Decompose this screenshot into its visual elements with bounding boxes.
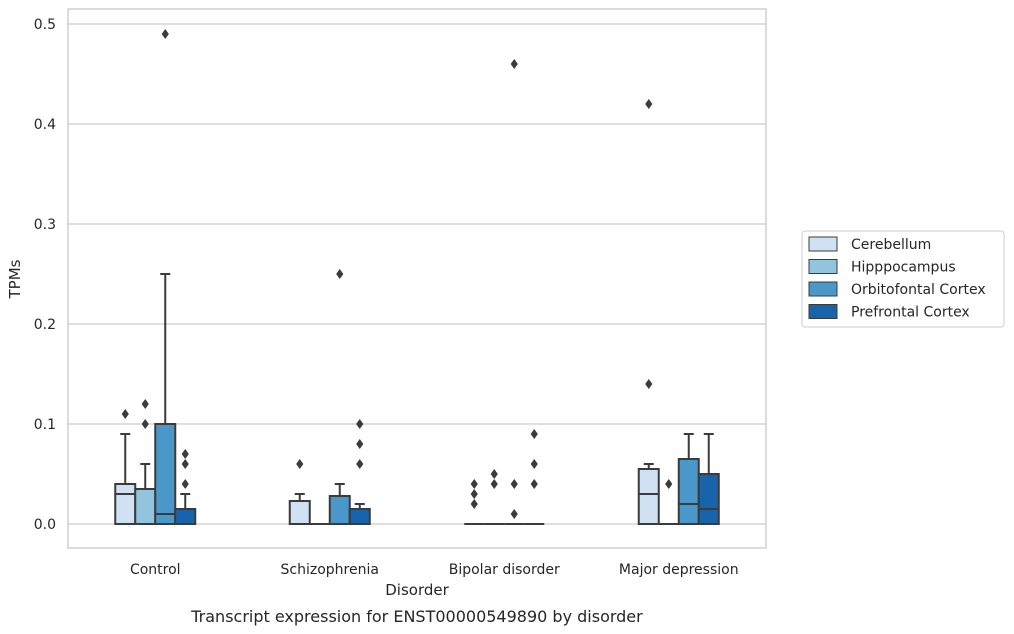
- x-tick-label: Major depression: [619, 562, 739, 578]
- outlier-point: [356, 439, 364, 449]
- chart-caption: Transcript expression for ENST0000054989…: [190, 607, 643, 626]
- outlier-point: [161, 29, 169, 39]
- y-tick-label: 0.5: [34, 17, 56, 33]
- box: [697, 473, 720, 525]
- box: [677, 458, 700, 525]
- outlier-point: [510, 59, 518, 69]
- outlier-point: [181, 449, 189, 459]
- outlier-point: [490, 469, 498, 479]
- x-tick-label: Schizophrenia: [281, 562, 379, 578]
- outlier-point: [121, 409, 129, 419]
- outlier-point: [530, 429, 538, 439]
- x-tick-label: Bipolar disorder: [449, 562, 560, 578]
- outlier-point: [510, 509, 518, 519]
- y-axis-ticks: 0.0 0.1 0.2 0.3 0.4 0.5: [34, 17, 56, 533]
- outlier-point: [470, 489, 478, 499]
- legend-swatch: [808, 304, 838, 319]
- box: [154, 423, 177, 525]
- x-axis-label: Disorder: [385, 581, 449, 599]
- outlier-point: [665, 479, 673, 489]
- box: [328, 495, 351, 525]
- outlier-point: [141, 419, 149, 429]
- legend-swatch: [808, 281, 838, 297]
- legend-label: Hipppocampus: [851, 260, 956, 276]
- box: [288, 500, 311, 525]
- outlier-point: [530, 479, 538, 489]
- outlier-point: [141, 399, 149, 409]
- outliers-layer: [121, 29, 673, 519]
- y-axis-label: TPMs: [6, 259, 24, 299]
- y-tick-label: 0.1: [34, 417, 56, 433]
- x-axis-ticks: Control Schizophrenia Bipolar disorder Majo…: [130, 562, 739, 578]
- legend-label: Cerebellum: [851, 237, 931, 253]
- x-tick-label: Control: [130, 562, 181, 578]
- legend-label: Orbitofontal Cortex: [851, 282, 986, 298]
- outlier-point: [356, 459, 364, 469]
- legend: Cerebellum Hipppocampus Orbitofontal Corte…: [801, 230, 1005, 328]
- outlier-point: [181, 479, 189, 489]
- outlier-point: [645, 99, 653, 109]
- box: [637, 468, 660, 525]
- outlier-point: [645, 379, 653, 389]
- outlier-point: [530, 459, 538, 469]
- legend-frame: [801, 230, 1005, 328]
- box: [114, 483, 137, 525]
- plot-area: [67, 8, 767, 549]
- box: [174, 508, 197, 525]
- legend-label: Prefrontal Cortex: [851, 305, 970, 321]
- outlier-point: [181, 459, 189, 469]
- outlier-point: [336, 269, 344, 279]
- outlier-point: [510, 479, 518, 489]
- outlier-point: [356, 419, 364, 429]
- legend-swatch: [808, 236, 838, 252]
- outlier-point: [470, 499, 478, 509]
- box: [348, 508, 371, 525]
- outlier-point: [490, 479, 498, 489]
- outlier-point: [296, 459, 304, 469]
- boxes-layer: [114, 273, 720, 525]
- y-tick-label: 0.3: [34, 217, 56, 233]
- y-tick-label: 0.0: [34, 517, 56, 533]
- y-tick-label: 0.4: [34, 117, 56, 133]
- outlier-point: [470, 479, 478, 489]
- y-tick-label: 0.2: [34, 317, 56, 333]
- legend-swatch: [808, 259, 838, 274]
- box: [134, 488, 157, 525]
